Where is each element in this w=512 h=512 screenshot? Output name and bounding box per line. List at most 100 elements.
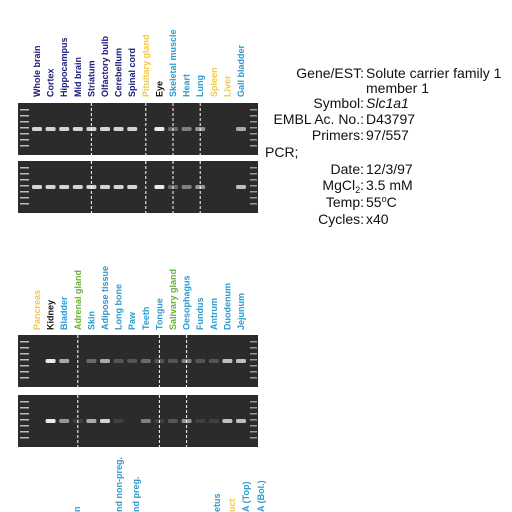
lane-label: Fundus (195, 298, 205, 331)
ladder-band (20, 377, 29, 379)
mg-value: 3.5 mM (366, 177, 413, 193)
ladder-band (20, 191, 29, 193)
lane-label: Kidney (46, 300, 56, 330)
embl-label: EMBL Ac. No.: (273, 111, 364, 127)
band (100, 185, 110, 189)
lane-label: Whole brain (32, 46, 42, 98)
ladder-band (250, 145, 257, 147)
mg-label-main: MgCl (322, 177, 355, 193)
lane-label: Skeletal muscle (168, 29, 178, 97)
ladder-band (20, 173, 29, 175)
ladder-band (250, 109, 257, 111)
lane-label: Spinal cord (127, 48, 137, 97)
band (140, 419, 151, 423)
lane-label: Pituitary gland (141, 34, 151, 97)
band (100, 127, 110, 131)
lane-label: Adrenal gland (73, 270, 83, 330)
ladder-band (20, 407, 29, 409)
band (127, 127, 138, 131)
lane-label: Lung (195, 75, 205, 97)
cycles-value: x40 (366, 211, 389, 227)
band (72, 127, 83, 131)
primers-label: Primers: (312, 127, 364, 143)
gel (18, 103, 258, 155)
ladder-band (250, 425, 257, 427)
ladder-band (250, 179, 257, 181)
lane-label: Cortex (46, 68, 56, 97)
ladder-band (20, 179, 29, 181)
info: Gene/EST: Solute carrier family 1 member… (265, 65, 502, 227)
ladder-band (250, 173, 257, 175)
lane-label: Adipose tissue (100, 266, 110, 330)
band (59, 127, 70, 131)
ladder-band (20, 139, 29, 141)
ladder-band (250, 185, 257, 187)
band (140, 359, 151, 363)
ladder-band (250, 377, 257, 379)
band (59, 359, 70, 363)
lane-label: Gall bladder (236, 44, 246, 97)
ladder-band (250, 419, 257, 421)
lane-label: Striatum (86, 60, 96, 97)
lane-label: Skin (86, 311, 96, 330)
lane-label: n (72, 507, 82, 512)
temp-main: 55 (366, 194, 382, 210)
lane-label: Mid brain (73, 57, 83, 97)
ladder-band (20, 401, 29, 403)
gel (18, 335, 258, 387)
ladder-band (250, 347, 257, 349)
lane-label: Tongue (154, 298, 164, 330)
band (168, 359, 178, 363)
ladder-band (250, 359, 257, 361)
pcr-label: PCR; (265, 144, 298, 160)
band (236, 419, 246, 423)
lane-label: Duodenum (222, 283, 232, 330)
band (100, 359, 110, 363)
gel (18, 395, 258, 447)
ladder-band (20, 121, 29, 123)
band (127, 359, 138, 363)
gels: Whole brain Cortex Hippocampus Mid brain Str… (18, 29, 266, 512)
band (181, 127, 192, 131)
ladder-band (250, 341, 257, 343)
lane-label: Jejunum (236, 293, 246, 330)
embl-value: D43797 (366, 111, 415, 127)
primers-value: 97/557 (366, 127, 409, 143)
ladder-band (20, 419, 29, 421)
band (113, 127, 124, 131)
band (154, 185, 165, 189)
lane-label: Long bone (114, 284, 124, 330)
ladder-band (20, 197, 29, 199)
mg-label-sub: 2 (355, 185, 360, 195)
band (113, 359, 124, 363)
ladder-band (250, 371, 257, 373)
ladder-band (20, 203, 29, 205)
ladder-band (250, 401, 257, 403)
ladder-band (20, 167, 29, 169)
lane-label: A (Bol.) (256, 480, 266, 512)
ladder-band (250, 133, 257, 135)
temp-label: Temp: (326, 194, 364, 210)
ladder-band (20, 185, 29, 187)
cycles-label: Cycles: (318, 211, 364, 227)
ladder-band (250, 115, 257, 117)
lane-label: Olfactory bulb (100, 35, 110, 97)
ladder-band (20, 133, 29, 135)
ladder-band (250, 437, 257, 439)
band (45, 419, 56, 423)
lane-label: Heart (182, 74, 192, 97)
ladder-band (250, 203, 257, 205)
lane-label: nd non-preg. (114, 457, 124, 512)
ladder-band (250, 121, 257, 123)
ladder-band (20, 115, 29, 117)
temp-sup: o (382, 194, 387, 204)
band (236, 127, 246, 131)
lane-label: A (Top) (241, 482, 251, 512)
ladder-band (20, 413, 29, 415)
band (86, 419, 97, 423)
symbol-value: Slc1a1 (366, 95, 409, 111)
lane-label: Cerebellum (114, 48, 124, 97)
ladder-band (20, 437, 29, 439)
ladder-band (250, 353, 257, 355)
